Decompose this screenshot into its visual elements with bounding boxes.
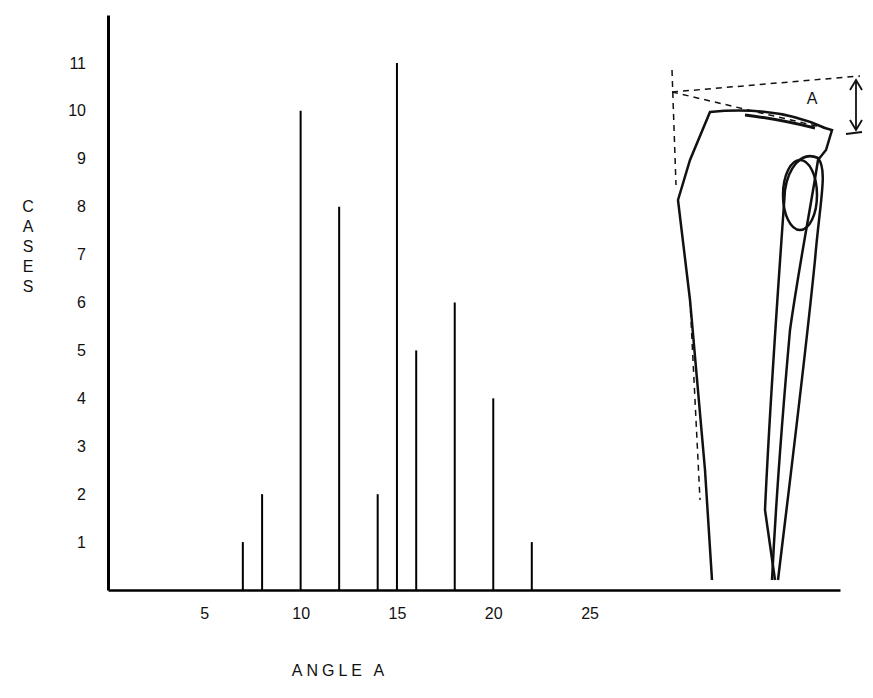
y-tick: 3 [77, 438, 108, 455]
y-axis-line [107, 16, 110, 591]
tibia [678, 111, 832, 580]
shaft-guide-top [672, 70, 676, 185]
y-tick-label: 7 [77, 246, 86, 263]
stem [492, 398, 494, 590]
y-tick: 11 [69, 55, 108, 72]
x-tick: 10 [292, 590, 310, 622]
stem [338, 207, 340, 590]
y-tick-label: 10 [68, 102, 86, 119]
x-tick-label: 20 [485, 605, 503, 622]
y-tick: 5 [77, 342, 108, 359]
bone-diagram [678, 111, 832, 580]
stem [261, 494, 263, 590]
x-tick: 20 [485, 590, 503, 622]
angle-guides [672, 70, 860, 500]
y-axis: 1 2 3 4 5 6 7 8 9 10 11 [68, 16, 108, 591]
y-tick: 10 [68, 102, 108, 119]
x-tick-label: 25 [581, 605, 599, 622]
y-tick-label: 1 [77, 534, 86, 551]
y-tick-label: 4 [77, 390, 86, 407]
stem [415, 350, 417, 590]
x-tick-label: 15 [389, 605, 407, 622]
stems [243, 63, 532, 590]
y-tick: 4 [77, 390, 108, 407]
y-tick-label: 5 [77, 342, 86, 359]
y-tick-label: 8 [77, 198, 86, 215]
y-tick: 1 [77, 534, 108, 551]
shaft-guide [690, 300, 700, 500]
y-tick: 2 [77, 486, 108, 503]
y-tick: 7 [77, 246, 108, 263]
stem [396, 63, 398, 590]
y-tick: 8 [77, 198, 108, 215]
y-tick-label: 9 [77, 150, 86, 167]
stem [531, 542, 533, 590]
x-tick: 15 [389, 590, 407, 622]
y-tick: 6 [77, 294, 108, 311]
x-tick-label: 10 [292, 605, 310, 622]
stem [300, 111, 302, 590]
angle-label: A [807, 90, 818, 107]
stem [242, 542, 244, 590]
y-axis-title: CASES [22, 198, 34, 295]
stem [454, 303, 456, 591]
plateau-guide [672, 92, 825, 128]
y-tick-label: 2 [77, 486, 86, 503]
fibula-head [783, 160, 817, 230]
angle-arrow [846, 80, 862, 134]
x-axis-line [109, 589, 841, 592]
y-tick-label: 3 [77, 438, 86, 455]
x-tick: 5 [200, 590, 209, 622]
reference-line [672, 76, 860, 92]
x-tick: 25 [581, 590, 599, 622]
y-tick-label: 6 [77, 294, 86, 311]
x-axis: 5 10 15 20 25 [109, 590, 841, 622]
x-axis-title: ANGLE A [292, 662, 388, 679]
fibula [765, 156, 823, 580]
x-tick-label: 5 [200, 605, 209, 622]
chart: 1 2 3 4 5 6 7 8 9 10 11 5 10 15 20 25 ANGLE A CASES A [0, 0, 873, 698]
stem [377, 494, 379, 590]
y-tick: 9 [77, 150, 108, 167]
y-tick-label: 11 [69, 55, 86, 72]
